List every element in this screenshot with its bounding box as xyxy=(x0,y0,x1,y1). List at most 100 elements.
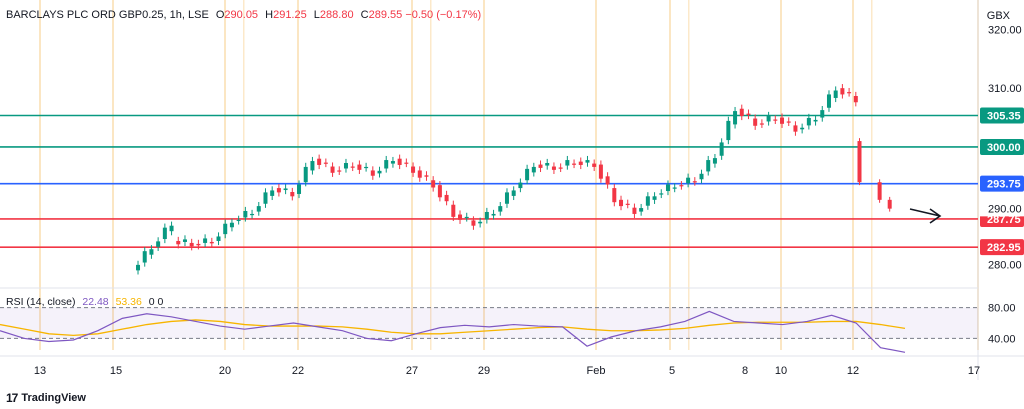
candle-body xyxy=(518,182,523,189)
candle-body xyxy=(216,236,221,241)
candle-body xyxy=(370,170,375,176)
x-tick-label: 17 xyxy=(968,365,980,377)
session-highlight xyxy=(430,0,432,350)
low-label: L xyxy=(313,9,320,21)
candle-body xyxy=(243,211,248,218)
low-value: 288.80 xyxy=(319,9,354,21)
candle-body xyxy=(250,213,255,216)
candle-body xyxy=(323,162,328,164)
level-label-bg xyxy=(980,138,1024,155)
candle-body xyxy=(712,158,717,164)
candle-body xyxy=(330,166,335,173)
x-tick-label: 29 xyxy=(478,365,490,377)
candle-body xyxy=(833,90,838,98)
candle-body xyxy=(585,160,590,163)
x-tick-label: 13 xyxy=(34,365,46,377)
high-label: H xyxy=(265,9,274,21)
candle-body xyxy=(189,242,194,247)
candle-body xyxy=(417,170,422,178)
session-highlight xyxy=(483,0,485,350)
candle-body xyxy=(236,219,241,222)
candle-body xyxy=(176,240,181,245)
candle-body xyxy=(558,167,563,169)
candle-body xyxy=(753,118,758,126)
session-highlight xyxy=(595,0,597,350)
x-tick-label: 15 xyxy=(110,365,122,377)
candle-body xyxy=(820,110,825,118)
symbol-title: BARCLAYS PLC ORD GBP0.25, 1h, LSE xyxy=(6,9,209,21)
candle-body xyxy=(511,190,516,196)
candle-body xyxy=(877,182,882,200)
candle-body xyxy=(223,223,228,235)
candle-body xyxy=(337,170,342,172)
level-label-bg xyxy=(980,175,1024,192)
close-label: C xyxy=(360,9,369,21)
candle-body xyxy=(364,166,369,169)
rsi-y-tick-label: 40.00 xyxy=(988,333,1016,345)
tradingview-brand[interactable]: 17 TradingView xyxy=(6,391,86,405)
candle-body xyxy=(746,113,751,116)
currency-label[interactable]: GBX xyxy=(986,10,1010,22)
candle-body xyxy=(310,161,315,171)
candle-body xyxy=(484,211,489,220)
candle-body xyxy=(156,241,161,247)
candle-body xyxy=(444,194,449,202)
candle-body xyxy=(665,184,670,192)
candle-body xyxy=(350,166,355,168)
session-highlight xyxy=(780,0,782,350)
candle-body xyxy=(679,185,684,187)
candle-body xyxy=(162,227,167,240)
candle-body xyxy=(605,176,610,185)
candle-body xyxy=(706,160,711,172)
candle-body xyxy=(303,166,308,183)
candle-body xyxy=(793,125,798,132)
candle-body xyxy=(565,160,570,166)
last-price-label: 290.00 xyxy=(988,203,1022,215)
candle-body xyxy=(766,115,771,122)
candle-body xyxy=(290,192,295,197)
candle-body xyxy=(887,199,892,209)
level-label: 293.75 xyxy=(987,179,1021,191)
rsi-ma-value: 53.36 xyxy=(115,296,142,308)
candle-body xyxy=(276,188,281,193)
candle-body xyxy=(652,196,657,200)
session-highlight xyxy=(224,0,226,350)
x-tick-label: 12 xyxy=(847,365,859,377)
x-tick-label: 22 xyxy=(292,365,304,377)
candle-body xyxy=(531,166,536,173)
y-tick-label: 310.00 xyxy=(988,83,1022,95)
candle-body xyxy=(598,164,603,179)
candle-body xyxy=(142,251,147,263)
candle-body xyxy=(545,163,550,166)
high-value: 291.25 xyxy=(273,9,307,21)
session-highlight xyxy=(871,0,873,350)
rsi-band xyxy=(0,307,978,339)
candle-body xyxy=(357,164,362,170)
candle-body xyxy=(572,163,577,165)
candle-body xyxy=(632,207,637,214)
candle-body xyxy=(297,184,302,194)
candle-body xyxy=(283,188,288,191)
candle-body xyxy=(203,238,208,243)
change-value: −0.50 (−0.17%) xyxy=(405,9,482,21)
candle-body xyxy=(478,221,483,224)
candle-body xyxy=(464,216,469,219)
candle-body xyxy=(525,168,530,181)
candle-body xyxy=(645,196,650,206)
x-tick-label: Feb xyxy=(587,365,606,377)
tradingview-logo-icon: 17 xyxy=(6,391,18,405)
candle-body xyxy=(739,108,744,116)
candle-body xyxy=(538,164,543,168)
rsi-line xyxy=(0,310,906,353)
candle-body xyxy=(786,121,791,123)
candle-body xyxy=(504,192,509,204)
session-highlight xyxy=(39,0,41,350)
candle-body xyxy=(800,127,805,130)
close-value: 289.55 xyxy=(368,9,403,21)
candle-body xyxy=(458,214,463,220)
rsi-extra-value: 0 0 xyxy=(148,296,164,308)
candle-body xyxy=(806,117,811,126)
y-tick-label: 320.00 xyxy=(988,24,1022,36)
level-label-bg xyxy=(980,239,1024,256)
last-price-bg xyxy=(980,200,1024,217)
